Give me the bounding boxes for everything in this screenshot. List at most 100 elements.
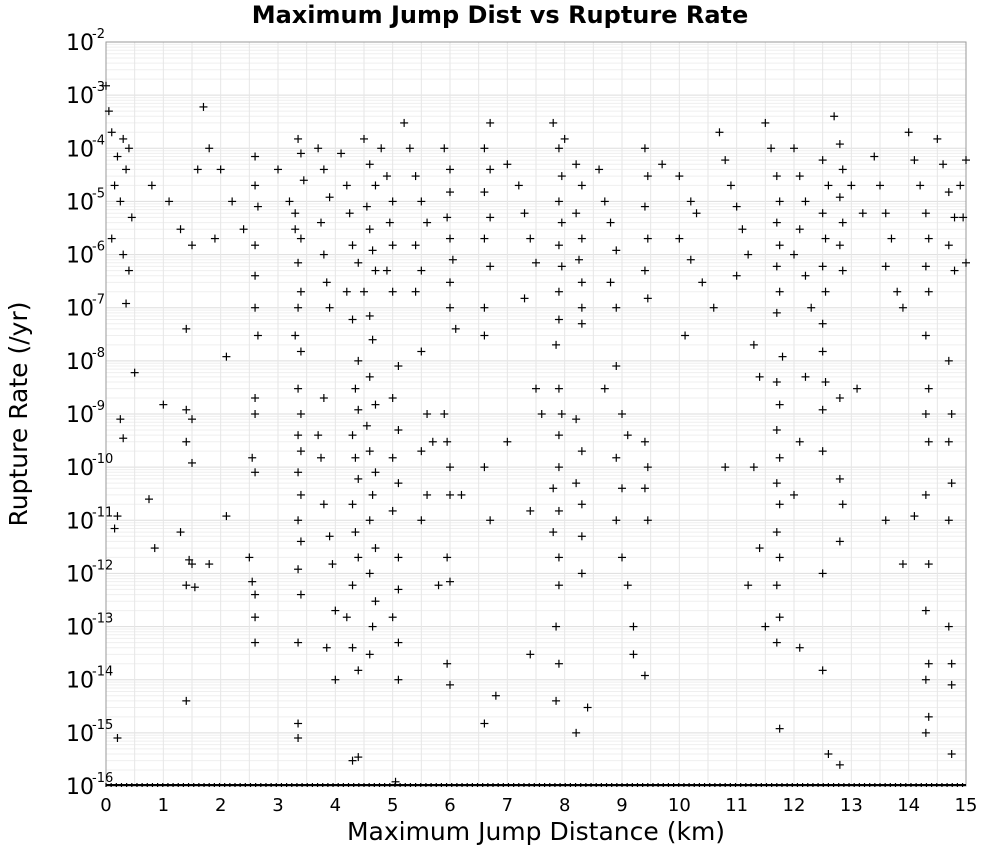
data-point — [775, 287, 784, 296]
data-point — [818, 447, 827, 456]
data-point — [643, 172, 652, 181]
y-tick-label: 10-6 — [66, 240, 105, 269]
data-point — [640, 266, 649, 275]
data-point — [294, 134, 303, 143]
data-point — [251, 468, 260, 477]
data-point — [130, 368, 139, 377]
data-point — [939, 160, 948, 169]
data-point — [600, 384, 609, 393]
data-point — [612, 246, 621, 255]
data-point — [394, 638, 403, 647]
data-point — [360, 134, 368, 143]
data-point — [821, 287, 830, 296]
data-point — [251, 181, 260, 190]
data-point — [921, 331, 930, 340]
data-point — [557, 218, 566, 227]
data-point — [291, 225, 300, 234]
data-point — [348, 431, 357, 440]
data-point — [595, 165, 604, 174]
data-point — [818, 319, 827, 328]
data-point — [552, 696, 561, 705]
data-point — [554, 287, 563, 296]
data-point — [388, 453, 397, 462]
data-point — [606, 278, 615, 287]
data-point — [119, 134, 128, 143]
data-point — [775, 553, 784, 562]
data-point — [818, 569, 827, 578]
data-point — [351, 528, 360, 537]
x-tick-label: 0 — [100, 795, 111, 816]
data-point — [838, 500, 847, 509]
data-point — [761, 622, 770, 631]
y-tick-exponent: -4 — [92, 133, 105, 148]
data-point — [354, 405, 363, 414]
data-point — [643, 294, 652, 303]
data-point — [188, 415, 196, 424]
x-tick-label: 1 — [158, 795, 169, 816]
data-point — [176, 528, 185, 537]
y-tick-label: 10-15 — [66, 718, 113, 747]
y-tick-label: 10-8 — [66, 346, 105, 375]
data-point — [801, 271, 810, 280]
data-point — [342, 181, 351, 190]
data-point — [104, 107, 113, 116]
data-point — [775, 724, 784, 733]
data-point — [640, 484, 649, 493]
data-point — [921, 209, 930, 218]
data-point — [354, 258, 363, 267]
data-point — [193, 165, 202, 174]
data-point — [328, 560, 337, 569]
y-tick-base: 10 — [66, 456, 94, 481]
data-point — [526, 234, 535, 243]
data-point — [881, 516, 890, 525]
data-point — [423, 490, 432, 499]
data-point — [491, 691, 500, 700]
data-point — [618, 410, 626, 418]
data-point — [348, 643, 357, 652]
x-tick-label: 15 — [955, 795, 978, 816]
data-point — [921, 675, 930, 684]
data-point — [394, 362, 403, 371]
data-point — [876, 181, 884, 190]
data-point — [721, 156, 730, 165]
data-point — [801, 372, 810, 381]
data-point — [274, 165, 282, 174]
data-point — [371, 468, 380, 477]
data-point — [572, 209, 581, 218]
data-point — [821, 378, 830, 387]
data-point — [838, 165, 847, 174]
data-point — [428, 437, 437, 446]
data-point — [775, 613, 784, 622]
data-point — [388, 613, 397, 622]
data-point — [222, 352, 231, 361]
data-point — [818, 262, 827, 271]
data-point — [480, 303, 489, 312]
data-point — [365, 516, 374, 525]
data-point — [924, 234, 933, 243]
y-tick-exponent: -2 — [92, 27, 105, 42]
data-point — [371, 266, 380, 275]
data-point — [910, 156, 919, 165]
data-point — [116, 415, 125, 424]
data-point — [835, 760, 844, 769]
data-point — [443, 659, 452, 668]
data-point — [319, 394, 328, 403]
data-point — [554, 463, 563, 472]
data-point — [726, 181, 735, 190]
data-point — [921, 262, 930, 271]
x-tick-label: 14 — [897, 795, 920, 816]
data-point — [365, 225, 374, 234]
data-point — [296, 149, 305, 158]
data-point — [947, 750, 956, 759]
data-point — [947, 479, 956, 488]
data-point — [577, 500, 586, 509]
data-point — [446, 303, 454, 312]
y-tick-base: 10 — [66, 297, 94, 322]
y-tick-exponent: -12 — [92, 558, 113, 573]
data-point — [749, 463, 758, 472]
data-point — [898, 303, 907, 312]
data-point — [577, 234, 586, 243]
data-point — [337, 149, 346, 158]
data-point — [552, 622, 561, 631]
data-point — [222, 512, 231, 521]
